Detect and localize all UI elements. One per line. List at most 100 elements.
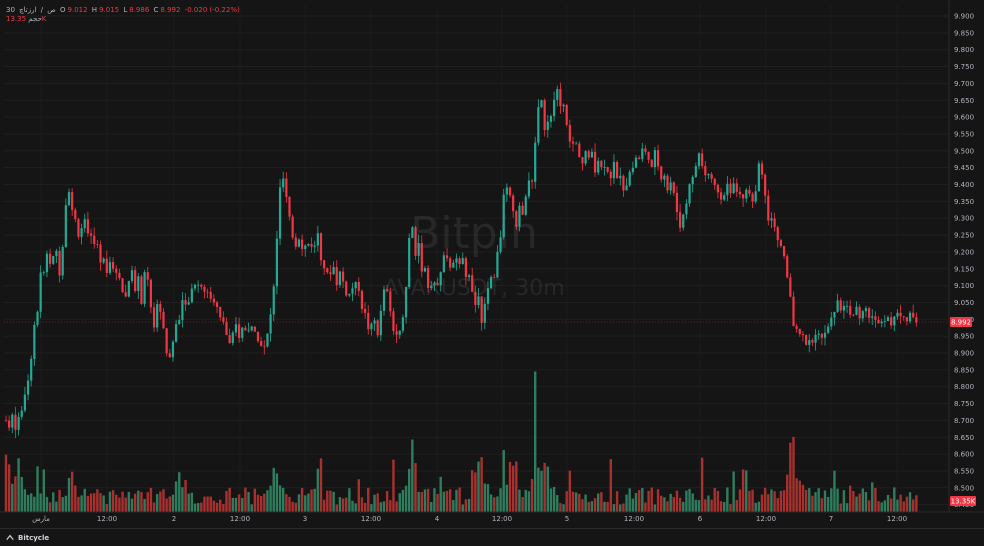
y-tick-label: 8.950 — [954, 333, 974, 341]
candle-body — [694, 166, 697, 177]
candle-body — [527, 180, 530, 197]
candle-body — [64, 205, 67, 247]
volume-bar — [48, 502, 52, 512]
volume-bar — [467, 498, 471, 512]
close-value: 8.992 — [160, 6, 181, 14]
volume-bar — [64, 495, 68, 512]
volume-bar — [568, 470, 572, 512]
volume-bar — [738, 489, 742, 512]
candle-body — [445, 255, 449, 259]
volume-bar — [849, 485, 852, 512]
candle-body — [370, 323, 373, 330]
low-value: 8.986 — [129, 6, 150, 14]
candle-body — [584, 151, 587, 164]
legend-interval: 30 — [6, 6, 15, 14]
candle-body — [490, 277, 493, 289]
volume-bar — [858, 493, 861, 512]
volume-bar — [61, 497, 64, 512]
x-tick-label: 12:00 — [492, 515, 512, 523]
volume-bar — [96, 489, 99, 512]
candle-body — [455, 258, 458, 263]
y-tick-label: 9.100 — [954, 282, 974, 290]
y-tick-label: 9.200 — [954, 248, 974, 256]
candle-body — [115, 268, 118, 273]
volume-bar — [723, 501, 726, 512]
volume-bar — [354, 503, 357, 512]
volume-bar — [801, 484, 805, 512]
candle-body — [452, 262, 455, 268]
time-axis[interactable]: مارس 12:00 2 12:00 3 12:00 4 12:00 5 12:00 6 12:00 7… — [0, 511, 984, 523]
volume-bar — [552, 486, 556, 512]
candle-body — [760, 163, 764, 175]
y-tick-label: 9.700 — [954, 80, 974, 88]
volume-bar — [496, 496, 499, 512]
candle-body — [313, 245, 316, 247]
candle-body — [461, 258, 464, 265]
volume-bar — [420, 492, 423, 512]
candle-body — [697, 153, 701, 167]
candle-body — [137, 276, 140, 292]
volume-bar — [146, 492, 149, 512]
candle-body — [234, 324, 238, 333]
ohlc-legend: 30 ص / ارزتاچ O 9.012 H 9.015 L 8.986 C 8.99… — [6, 6, 242, 24]
candle-body — [880, 321, 883, 324]
candle-body — [33, 324, 36, 359]
candle-body — [389, 291, 392, 312]
volume-bar — [77, 496, 80, 512]
volume-bar — [14, 476, 17, 512]
volume-bar — [675, 490, 679, 512]
volume-bar — [530, 479, 534, 512]
candle-body — [742, 194, 745, 199]
volume-bar — [322, 499, 326, 512]
footer-brand[interactable]: Bitcycle — [18, 533, 50, 542]
candle-body — [165, 328, 168, 354]
volume-bar — [80, 495, 83, 512]
volume-bar — [159, 491, 162, 512]
price-chart[interactable]: 9.900 9.850 9.800 9.750 9.700 9.650 9.600 9.550… — [0, 0, 984, 528]
volume-row: حجم 13.35K — [6, 15, 242, 24]
volume-bar — [786, 474, 789, 512]
volume-bar — [845, 503, 849, 512]
volume-bar — [615, 491, 619, 512]
volume-bar — [401, 489, 405, 512]
volume-bar — [55, 501, 58, 512]
candle-body — [36, 311, 39, 325]
candle-body — [745, 189, 748, 199]
volume-bar — [411, 439, 414, 512]
candle-body — [858, 306, 861, 319]
candle-body — [524, 196, 527, 215]
volume-bar — [228, 487, 231, 512]
candle-body — [376, 320, 379, 336]
volume-bar — [203, 496, 206, 512]
candle-body — [219, 307, 222, 318]
price-axis[interactable]: 9.900 9.850 9.800 9.750 9.700 9.650 9.600 9.550… — [948, 0, 974, 512]
volume-bar — [269, 485, 272, 512]
candle-body — [767, 195, 770, 221]
volume-bar — [345, 497, 348, 512]
candle-body — [571, 141, 575, 144]
volume-bar — [26, 494, 30, 512]
candle-body — [839, 300, 842, 311]
volume-bar — [745, 470, 748, 512]
volume-bar — [42, 469, 45, 512]
candle-body — [817, 333, 820, 335]
candle-body — [112, 262, 115, 269]
y-tick-label: 8.900 — [954, 350, 974, 358]
candle-body — [808, 340, 811, 345]
volume-bar — [319, 458, 323, 512]
volume-bar — [713, 487, 716, 512]
volume-bar — [480, 457, 483, 512]
candle-body — [58, 250, 61, 276]
candle-body — [656, 150, 660, 167]
candle-body — [587, 151, 590, 158]
volume-bar — [524, 489, 527, 512]
x-tick-label: 12:00 — [756, 515, 776, 523]
volume-bar — [184, 479, 187, 512]
volume-bar — [571, 491, 575, 512]
candle-body — [845, 305, 849, 307]
volume-bar — [45, 496, 49, 512]
volume-label: حجم — [28, 15, 42, 23]
candle-body — [833, 311, 836, 318]
candle-body — [156, 304, 159, 328]
candle-body — [543, 100, 546, 130]
